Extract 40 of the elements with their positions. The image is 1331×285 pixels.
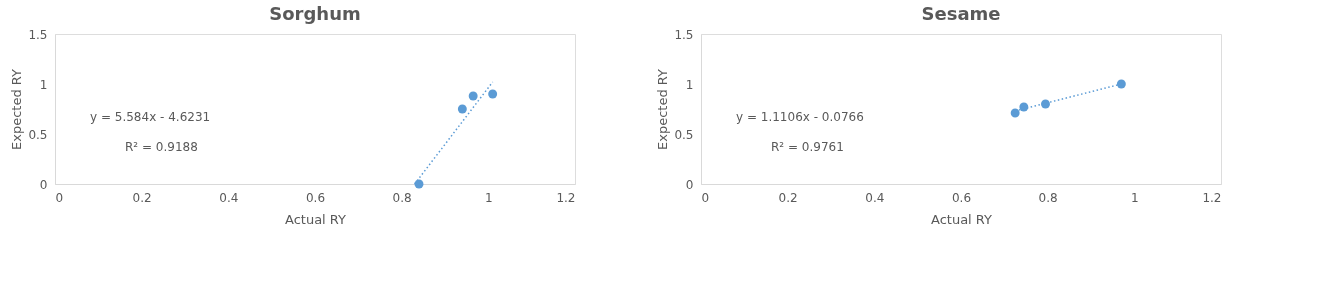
y-tick-label: 1 xyxy=(685,77,694,92)
y-axis-title: Expected RY xyxy=(9,68,25,150)
annotation: R² = 0.9188 xyxy=(125,139,198,154)
point xyxy=(488,89,498,99)
y-tick-label: 0 xyxy=(39,177,48,192)
point xyxy=(1116,79,1126,89)
point xyxy=(1010,108,1020,118)
x-tick-label: 1.2 xyxy=(556,190,576,205)
x-axis-title: Actual RY xyxy=(930,211,993,227)
x-tick-label: 0.4 xyxy=(219,190,239,205)
x-tick-label: 0 xyxy=(701,190,710,205)
y-tick-label: 0.5 xyxy=(28,127,48,142)
x-tick-label: 0.8 xyxy=(392,190,412,205)
annotation: y = 5.584x - 4.6231 xyxy=(90,109,211,124)
point xyxy=(457,104,467,114)
y-tick-label: 1 xyxy=(39,77,48,92)
x-tick-label: 0 xyxy=(55,190,64,205)
x-tick-label: 0.4 xyxy=(865,190,885,205)
point xyxy=(468,91,478,101)
y-tick-label: 1.5 xyxy=(674,27,694,42)
chart-title: Sorghum xyxy=(269,3,361,24)
y-tick-label: 1.5 xyxy=(28,27,48,42)
x-tick-label: 0.6 xyxy=(951,190,972,205)
annotation: R² = 0.9761 xyxy=(771,139,844,154)
x-tick-label: 0.8 xyxy=(1038,190,1058,205)
y-tick-label: 0.5 xyxy=(674,127,694,142)
x-tick-label: 1 xyxy=(485,190,493,205)
point xyxy=(414,179,424,189)
x-tick-label: 1.2 xyxy=(1202,190,1222,205)
chart-title: Sesame xyxy=(921,3,1001,24)
x-tick-label: 1 xyxy=(1131,190,1139,205)
point xyxy=(1041,99,1050,109)
point xyxy=(1019,102,1029,112)
annotation: y = 1.1106x - 0.0766 xyxy=(736,109,864,124)
x-tick-label: 0.2 xyxy=(132,190,152,205)
y-tick-label: 0 xyxy=(685,177,694,192)
x-tick-label: 0.2 xyxy=(778,190,798,205)
x-tick-label: 0.6 xyxy=(305,190,326,205)
x-axis-title: Actual RY xyxy=(284,211,347,227)
y-axis-title: Expected RY xyxy=(655,68,671,150)
